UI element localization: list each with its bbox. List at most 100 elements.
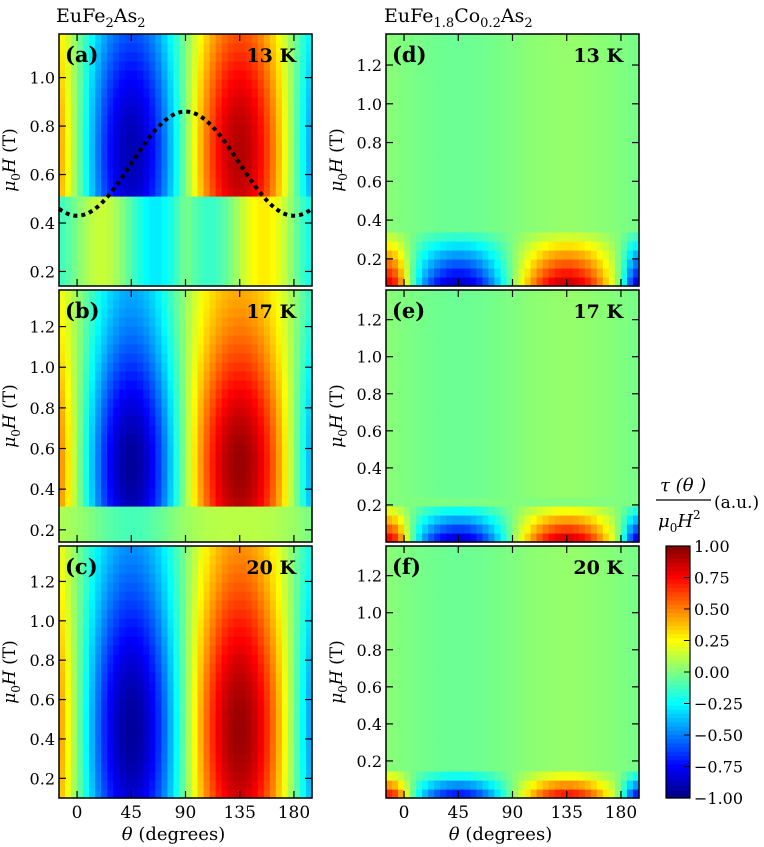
- heatmap-cell: [239, 34, 247, 44]
- heatmap-cell: [386, 524, 393, 534]
- heatmap-cell: [494, 268, 502, 278]
- heatmap-cell: [239, 299, 247, 309]
- heatmap-cell: [233, 600, 241, 610]
- heatmap-cell: [614, 250, 622, 260]
- heatmap-cell: [173, 771, 181, 781]
- heatmap-cell: [392, 353, 399, 363]
- heatmap-cell: [281, 133, 289, 143]
- heatmap-cell: [596, 241, 604, 251]
- heatmap-cell: [536, 70, 544, 80]
- x-tick-label: 135: [223, 803, 255, 823]
- heatmap-cell: [155, 506, 162, 516]
- heatmap-cell: [179, 326, 187, 336]
- heatmap-cell: [143, 160, 150, 170]
- heatmap-cell: [257, 344, 265, 354]
- heatmap-cell: [125, 461, 132, 471]
- heatmap-cell: [299, 178, 307, 188]
- heatmap-cell: [161, 618, 169, 628]
- heatmap-cell: [71, 115, 78, 125]
- heatmap-cell: [269, 708, 277, 718]
- heatmap-cell: [191, 241, 199, 251]
- heatmap-cell: [179, 515, 187, 525]
- heatmap-cell: [293, 380, 301, 390]
- heatmap-cell: [155, 627, 162, 637]
- heatmap-cell: [269, 470, 277, 480]
- heatmap-cell: [614, 52, 622, 62]
- heatmap-cell: [299, 434, 307, 444]
- heatmap-cell: [143, 717, 150, 727]
- heatmap-cell: [560, 187, 568, 197]
- heatmap-cell: [239, 88, 247, 98]
- heatmap-cell: [131, 187, 138, 197]
- heatmap-cell: [257, 169, 265, 179]
- heatmap-cell: [89, 61, 96, 71]
- heatmap-cell: [125, 618, 132, 628]
- heatmap-cell: [392, 133, 399, 143]
- heatmap-cell: [428, 160, 435, 170]
- heatmap-cell: [398, 61, 405, 71]
- heatmap-cell: [410, 106, 417, 116]
- heatmap-cell: [392, 497, 399, 507]
- heatmap-cell: [398, 196, 405, 206]
- heatmap-cell: [101, 618, 108, 628]
- heatmap-cell: [131, 789, 138, 799]
- heatmap-cell: [269, 142, 277, 152]
- heatmap-cell: [458, 43, 465, 53]
- heatmap-cell: [89, 663, 96, 673]
- heatmap-cell: [602, 250, 610, 260]
- heatmap-cell: [221, 555, 229, 565]
- heatmap-cell: [167, 326, 175, 336]
- heatmap-cell: [251, 600, 259, 610]
- heatmap-cell: [155, 555, 162, 565]
- heatmap-cell: [113, 497, 120, 507]
- heatmap-cell: [89, 434, 96, 444]
- heatmap-cell: [257, 389, 265, 399]
- heatmap-cell: [125, 371, 132, 381]
- heatmap-cell: [119, 214, 126, 224]
- heatmap-cell: [392, 479, 399, 489]
- heatmap-cell: [287, 97, 295, 107]
- heatmap-cell: [89, 443, 96, 453]
- heatmap-cell: [293, 299, 301, 309]
- heatmap-cell: [398, 479, 405, 489]
- heatmap-cell: [119, 52, 126, 62]
- heatmap-cell: [263, 762, 271, 772]
- heatmap-cell: [518, 79, 526, 89]
- heatmap-cell: [179, 461, 187, 471]
- heatmap-cell: [554, 268, 562, 278]
- heatmap-cell: [542, 178, 550, 188]
- heatmap-cell: [125, 582, 132, 592]
- heatmap-cell: [233, 232, 241, 242]
- heatmap-cell: [488, 34, 496, 44]
- heatmap-cell: [173, 789, 181, 799]
- heatmap-cell: [239, 335, 247, 345]
- heatmap-cell: [203, 582, 211, 592]
- heatmap-cell: [59, 214, 66, 224]
- heatmap-cell: [287, 290, 295, 300]
- heatmap-cell: [488, 70, 496, 80]
- heatmap-cell: [251, 416, 259, 426]
- heatmap-cell: [512, 142, 520, 152]
- heatmap-cell: [101, 762, 108, 772]
- heatmap-cell: [167, 789, 175, 799]
- heatmap-cell: [179, 398, 187, 408]
- heatmap-cell: [614, 97, 622, 107]
- heatmap-cell: [101, 461, 108, 471]
- heatmap-cell: [77, 609, 84, 619]
- heatmap-cell: [149, 762, 156, 772]
- heatmap-cell: [155, 52, 162, 62]
- heatmap-cell: [161, 290, 169, 300]
- heatmap-cell: [269, 250, 277, 260]
- heatmap-cell: [95, 416, 102, 426]
- heatmap-cell: [257, 380, 265, 390]
- heatmap-cell: [143, 645, 150, 655]
- heatmap-cell: [263, 169, 271, 179]
- heatmap-cell: [245, 546, 253, 556]
- heatmap-cell: [89, 600, 96, 610]
- heatmap-cell: [500, 70, 508, 80]
- heatmap-cell: [209, 515, 217, 525]
- heatmap-cell: [548, 223, 556, 233]
- heatmap-cell: [191, 187, 199, 197]
- heatmap-cell: [101, 214, 108, 224]
- heatmap-cell: [155, 452, 162, 462]
